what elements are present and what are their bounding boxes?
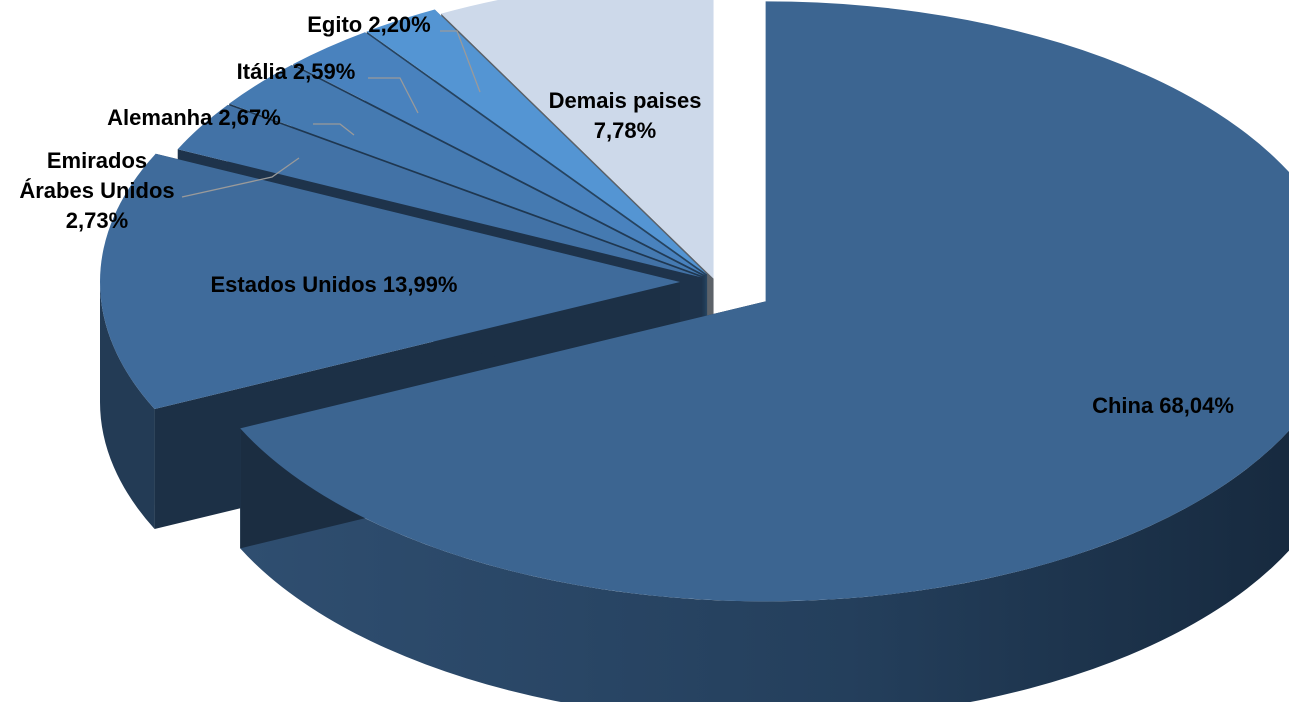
slice-label: China 68,04% [1092, 393, 1234, 418]
slice-3-top [229, 65, 704, 277]
slice-label: Egito 2,20% [307, 12, 430, 37]
slice-label-line: Egito 2,20% [307, 12, 430, 37]
slice-0-wall [240, 428, 1289, 702]
slice-label-line: Demais paises [549, 88, 702, 113]
slice-4-leader-line [368, 77, 419, 114]
slice-6-top [441, 0, 714, 279]
slice-label: Demais paises 7,78% [549, 88, 702, 143]
slice-2-top [177, 104, 703, 278]
slice-label-line: Alemanha 2,67% [107, 105, 281, 130]
slice-label-line: 7,78% [594, 118, 656, 143]
slice-2-leader-line [181, 157, 300, 198]
slice-1-top [100, 153, 681, 410]
slice-label: Alemanha 2,67% [107, 105, 281, 130]
slice-label-line: China 68,04% [1092, 393, 1234, 418]
slice-label-line: Estados Unidos 13,99% [211, 272, 458, 297]
slice-5-top [366, 9, 708, 275]
slice-label-line: Emirados [47, 148, 147, 173]
slice-label-line: 2,73% [66, 208, 128, 233]
slice-1-wall [100, 281, 155, 530]
slice-label-line: Árabes Unidos [19, 178, 174, 203]
slice-0-top [240, 1, 1289, 602]
slice-5-leader-line [440, 30, 481, 93]
slice-label: Estados Unidos 13,99% [211, 272, 458, 297]
slice-3-leader-line [313, 123, 355, 136]
slice-label: Emirados Árabes Unidos 2,73% [19, 148, 174, 233]
slice-label: Itália 2,59% [237, 59, 356, 84]
slice-0 [240, 1, 1289, 702]
slice-4-top [293, 32, 706, 276]
slice-label-line: Itália 2,59% [237, 59, 356, 84]
